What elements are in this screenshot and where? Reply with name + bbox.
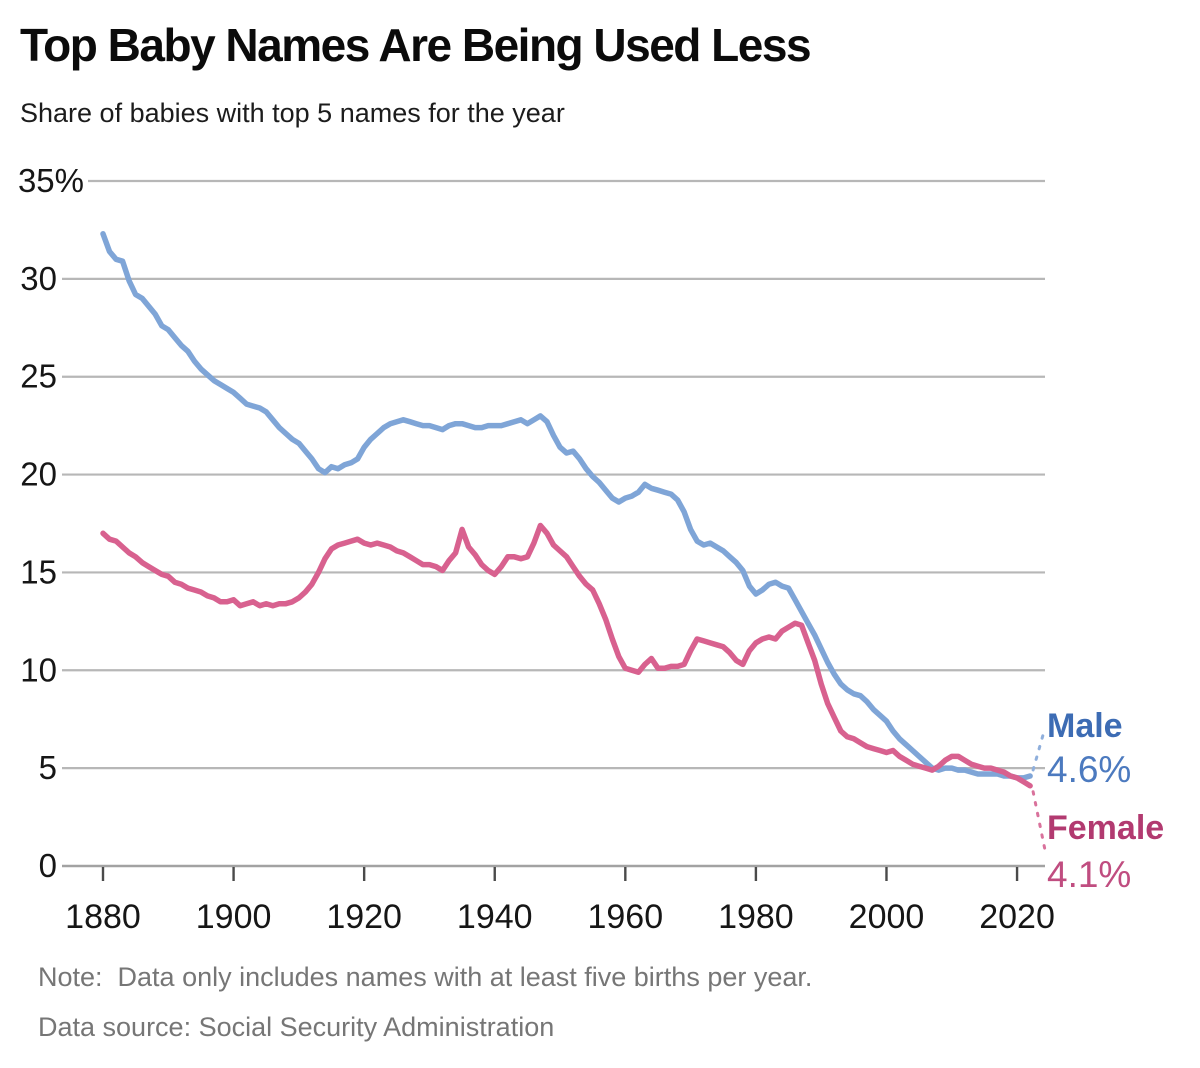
chart-note: Note: Data only includes names with at l… bbox=[38, 962, 813, 992]
female-leader-line bbox=[1031, 790, 1047, 852]
y-axis-label-30: 30 bbox=[20, 260, 57, 297]
series-line-male bbox=[100, 231, 1033, 781]
x-axis-label-1880: 1880 bbox=[65, 898, 141, 936]
chart-data-source: Data source: Social Security Administrat… bbox=[38, 1012, 555, 1042]
y-axis-label-5: 5 bbox=[39, 749, 57, 786]
y-axis-label-25: 25 bbox=[20, 358, 57, 395]
female-series-label: Female bbox=[1047, 809, 1165, 847]
x-axis-label-1940: 1940 bbox=[457, 898, 533, 936]
male-series-label: Male bbox=[1047, 707, 1123, 745]
female-end-value: 4.1% bbox=[1047, 854, 1132, 895]
y-axis-label-35: 35% bbox=[18, 162, 84, 199]
male-leader-line bbox=[1031, 726, 1047, 772]
x-axis-label-1920: 1920 bbox=[326, 898, 402, 936]
y-axis-label-15: 15 bbox=[20, 553, 57, 590]
series-line-female bbox=[100, 522, 1033, 789]
x-axis-label-1980: 1980 bbox=[718, 898, 794, 936]
x-axis-label-1960: 1960 bbox=[587, 898, 663, 936]
y-axis-label-10: 10 bbox=[20, 651, 57, 688]
page-title: Top Baby Names Are Being Used Less bbox=[20, 19, 812, 71]
y-axis-label-0: 0 bbox=[39, 847, 57, 884]
x-axis-label-1900: 1900 bbox=[196, 898, 272, 936]
male-end-value: 4.6% bbox=[1047, 749, 1132, 790]
page-subtitle: Share of babies with top 5 names for the… bbox=[20, 98, 565, 128]
x-axis-label-2020: 2020 bbox=[979, 898, 1055, 936]
y-axis-label-20: 20 bbox=[20, 456, 57, 493]
x-axis-label-2000: 2000 bbox=[849, 898, 925, 936]
